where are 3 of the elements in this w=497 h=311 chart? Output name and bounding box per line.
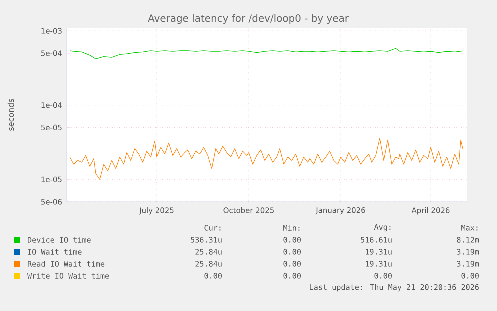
chart-title: Average latency for /dev/loop0 - by year: [148, 14, 349, 24]
line-series: [70, 138, 464, 180]
line-series: [70, 48, 464, 60]
